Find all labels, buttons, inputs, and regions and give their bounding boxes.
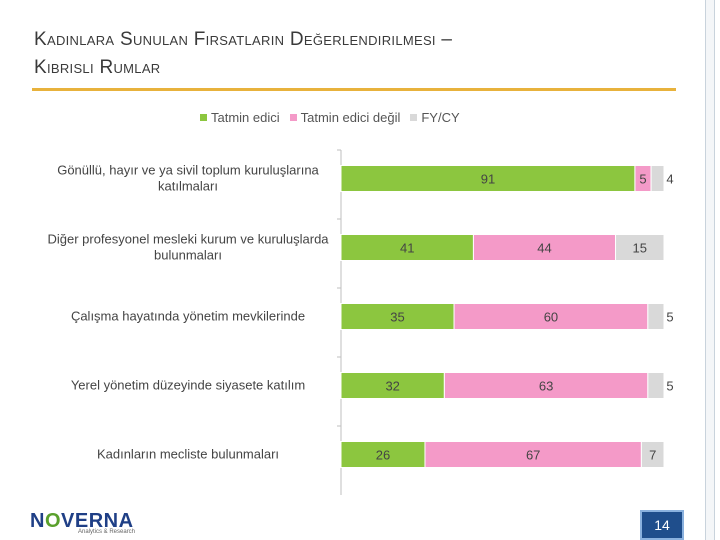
data-label-satisfied: 41 — [400, 241, 414, 256]
data-label-not-satisfied: 60 — [544, 310, 558, 325]
bar-dk — [615, 234, 665, 261]
bar-satisfied — [340, 441, 426, 468]
bar-not-satisfied — [443, 372, 649, 399]
bar-satisfied — [340, 372, 445, 399]
bar-dk — [640, 441, 665, 468]
category-label: Kadınların mecliste bulunmaları — [97, 447, 279, 462]
bar-not-satisfied — [453, 303, 649, 330]
data-label-not-satisfied: 67 — [526, 448, 540, 463]
category-label-line: Kadınların mecliste bulunmaları — [97, 447, 279, 462]
bar-dk — [650, 165, 665, 192]
logo-text-o: O — [44, 510, 62, 532]
title-underline — [32, 88, 676, 91]
legend-swatch-not-satisfied — [289, 114, 297, 121]
data-label-not-satisfied: 44 — [537, 241, 551, 256]
slide-title: Kadınlara Sunulan Fırsatların Değerlendi… — [34, 26, 674, 82]
legend-label-not-satisfied: Tatmin edici değil — [300, 110, 401, 125]
data-label-satisfied: 32 — [385, 379, 399, 394]
title-line-1: Kadınlara Sunulan Fırsatların Değerlendi… — [34, 29, 453, 50]
legend-swatch-satisfied — [200, 114, 207, 121]
bar-dk — [647, 372, 665, 399]
category-label: Yerel yönetim düzeyinde siyasete katılım — [71, 378, 305, 393]
bar-dk — [647, 303, 665, 330]
category-label-line: bulunmaları — [154, 248, 222, 263]
legend-item-satisfied: Tatmin edici — [200, 110, 280, 125]
noverna-logo: NOVERNA — [30, 510, 134, 533]
legend-item-dk: FY/CY — [410, 110, 460, 125]
chart-legend: Tatmin edici Tatmin edici değil FY/CY — [200, 110, 460, 125]
data-label-not-satisfied: 5 — [639, 172, 646, 187]
logo-subtitle: Analytics & Research — [78, 529, 136, 535]
category-label-line: Yerel yönetim düzeyinde siyasete katılım — [71, 378, 305, 393]
category-label-line: katılmaları — [158, 179, 218, 194]
legend-label-satisfied: Tatmin edici — [211, 110, 280, 125]
logo-text-b: VERNA — [61, 510, 134, 532]
category-label: Diğer profesyonel mesleki kurum ve kurul… — [47, 232, 329, 263]
data-label-dk: 5 — [666, 379, 673, 394]
slide-frame-border — [705, 0, 715, 540]
bar-not-satisfied — [424, 441, 642, 468]
data-label-satisfied: 35 — [390, 310, 404, 325]
data-label-dk: 5 — [666, 310, 673, 325]
legend-item-not-satisfied: Tatmin edici değil — [289, 110, 401, 125]
data-label-dk: 7 — [649, 448, 656, 463]
category-label-line: Gönüllü, hayır ve ya sivil toplum kurulu… — [57, 163, 319, 178]
data-label-not-satisfied: 63 — [539, 379, 553, 394]
category-label: Gönüllü, hayır ve ya sivil toplum kurulu… — [57, 163, 319, 194]
bar-satisfied — [340, 303, 455, 330]
logo-text-a: N — [30, 510, 45, 532]
data-label-satisfied: 91 — [481, 172, 495, 187]
data-label-dk: 4 — [666, 172, 673, 187]
data-label-satisfied: 26 — [376, 448, 390, 463]
legend-label-dk: FY/CY — [421, 110, 460, 125]
category-label: Çalışma hayatında yönetim mevkilerinde — [71, 309, 305, 324]
page-number: 14 — [640, 510, 684, 540]
legend-swatch-dk — [410, 114, 418, 121]
data-label-dk: 15 — [633, 241, 647, 256]
title-line-2: Kıbrıslı Rumlar — [34, 57, 161, 78]
category-label-line: Diğer profesyonel mesleki kurum ve kurul… — [47, 232, 329, 247]
bar-satisfied — [340, 165, 636, 192]
category-label-line: Çalışma hayatında yönetim mevkilerinde — [71, 309, 305, 324]
